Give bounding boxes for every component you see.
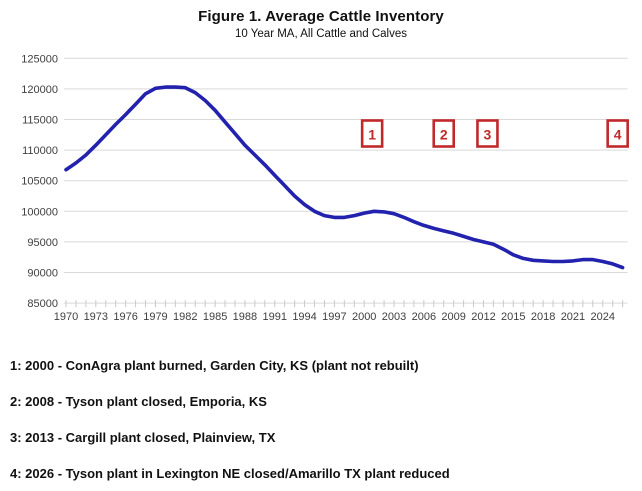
svg-text:2000: 2000 [352,311,376,323]
svg-text:120000: 120000 [21,84,58,96]
svg-text:1973: 1973 [84,311,108,323]
y-axis-labels: 85000 90000 95000 100000 105000 110000 115000 1… [21,53,58,310]
svg-text:1988: 1988 [233,311,257,323]
x-axis-labels: 1970 1973 1976 1979 1982 1985 1988 1991 1994 1997… [54,311,615,323]
event-marker-4: 4 [606,119,629,148]
svg-text:1979: 1979 [143,311,167,323]
event-marker-3: 3 [476,119,499,148]
svg-text:2006: 2006 [412,311,436,323]
svg-text:2009: 2009 [441,311,465,323]
svg-text:1982: 1982 [173,311,197,323]
svg-text:105000: 105000 [21,176,58,188]
svg-text:125000: 125000 [21,53,58,65]
svg-text:2012: 2012 [471,311,495,323]
footnote-2: 2: 2008 - Tyson plant closed, Emporia, K… [10,394,267,409]
cattle-chart-svg: 85000 90000 95000 100000 105000 110000 115000 1… [21,53,629,323]
footnotes: 1: 2000 - ConAgra plant burned, Garden C… [10,358,636,491]
chart-subtitle: 10 Year MA, All Cattle and Calves [235,28,407,40]
footnote-3: 3: 2013 - Cargill plant closed, Plainvie… [10,430,276,445]
event-marker-2: 2 [432,119,456,148]
svg-text:115000: 115000 [22,115,58,127]
svg-text:85000: 85000 [27,298,58,310]
svg-text:1970: 1970 [54,311,78,323]
gridlines [64,57,628,304]
svg-text:1985: 1985 [203,311,227,323]
svg-text:1: 1 [368,127,376,143]
svg-text:1976: 1976 [113,311,137,323]
svg-text:1994: 1994 [292,311,316,323]
svg-text:2018: 2018 [531,311,555,323]
svg-text:110000: 110000 [22,145,58,157]
svg-text:2: 2 [440,127,448,143]
svg-text:3: 3 [484,127,492,143]
svg-text:2003: 2003 [382,311,406,323]
x-axis-ticks [65,300,624,308]
svg-text:1991: 1991 [262,311,286,323]
svg-text:95000: 95000 [27,237,58,249]
footnote-1: 1: 2000 - ConAgra plant burned, Garden C… [10,358,419,373]
svg-text:2015: 2015 [501,311,525,323]
event-marker-1: 1 [360,119,384,148]
svg-text:2024: 2024 [591,311,615,323]
svg-text:90000: 90000 [27,268,58,280]
svg-text:2021: 2021 [561,311,585,323]
svg-text:1997: 1997 [322,311,346,323]
chart-title: Figure 1. Average Cattle Inventory [198,8,444,25]
svg-text:100000: 100000 [21,206,58,218]
footnote-4: 4: 2026 - Tyson plant in Lexington NE cl… [10,466,450,481]
svg-text:4: 4 [614,127,622,143]
inventory-line [64,85,625,270]
